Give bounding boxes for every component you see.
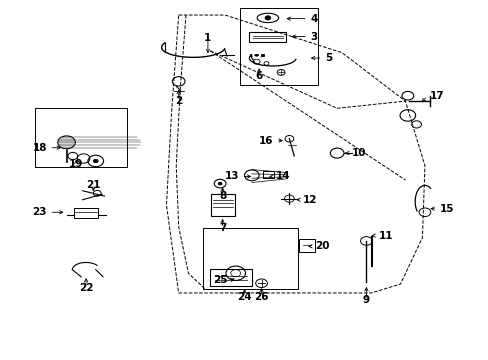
Circle shape bbox=[264, 16, 270, 20]
Text: 18: 18 bbox=[32, 143, 47, 153]
Text: 25: 25 bbox=[212, 275, 227, 285]
Text: 4: 4 bbox=[310, 14, 317, 24]
Text: 1: 1 bbox=[204, 33, 211, 43]
Bar bbox=[211, 194, 234, 216]
Text: 21: 21 bbox=[86, 180, 101, 190]
Text: 15: 15 bbox=[439, 204, 453, 214]
Circle shape bbox=[218, 182, 222, 185]
Text: 26: 26 bbox=[254, 292, 268, 302]
Text: 9: 9 bbox=[362, 295, 369, 305]
Bar bbox=[74, 208, 98, 218]
Polygon shape bbox=[58, 136, 75, 149]
Bar bbox=[263, 171, 273, 178]
Text: 12: 12 bbox=[303, 195, 317, 205]
Text: 17: 17 bbox=[429, 91, 444, 101]
Bar bbox=[239, 8, 317, 85]
Text: 5: 5 bbox=[325, 53, 331, 63]
Text: 19: 19 bbox=[69, 159, 83, 169]
Text: 6: 6 bbox=[255, 71, 262, 81]
Text: 16: 16 bbox=[259, 136, 273, 145]
Text: 23: 23 bbox=[32, 207, 47, 217]
Text: 3: 3 bbox=[310, 32, 317, 41]
Circle shape bbox=[93, 159, 98, 163]
Bar bbox=[299, 239, 314, 252]
Text: 20: 20 bbox=[315, 241, 329, 251]
Text: 2: 2 bbox=[175, 96, 182, 106]
Text: 22: 22 bbox=[79, 283, 93, 293]
Text: 11: 11 bbox=[378, 231, 392, 240]
Text: 10: 10 bbox=[351, 148, 366, 158]
Bar bbox=[35, 108, 127, 167]
Text: 24: 24 bbox=[237, 292, 251, 302]
Bar bbox=[203, 228, 298, 289]
Bar bbox=[249, 32, 285, 42]
Text: 13: 13 bbox=[224, 171, 239, 181]
Text: 14: 14 bbox=[276, 171, 290, 181]
Text: 7: 7 bbox=[219, 224, 226, 233]
Bar bbox=[210, 269, 251, 286]
Text: 8: 8 bbox=[219, 191, 226, 201]
